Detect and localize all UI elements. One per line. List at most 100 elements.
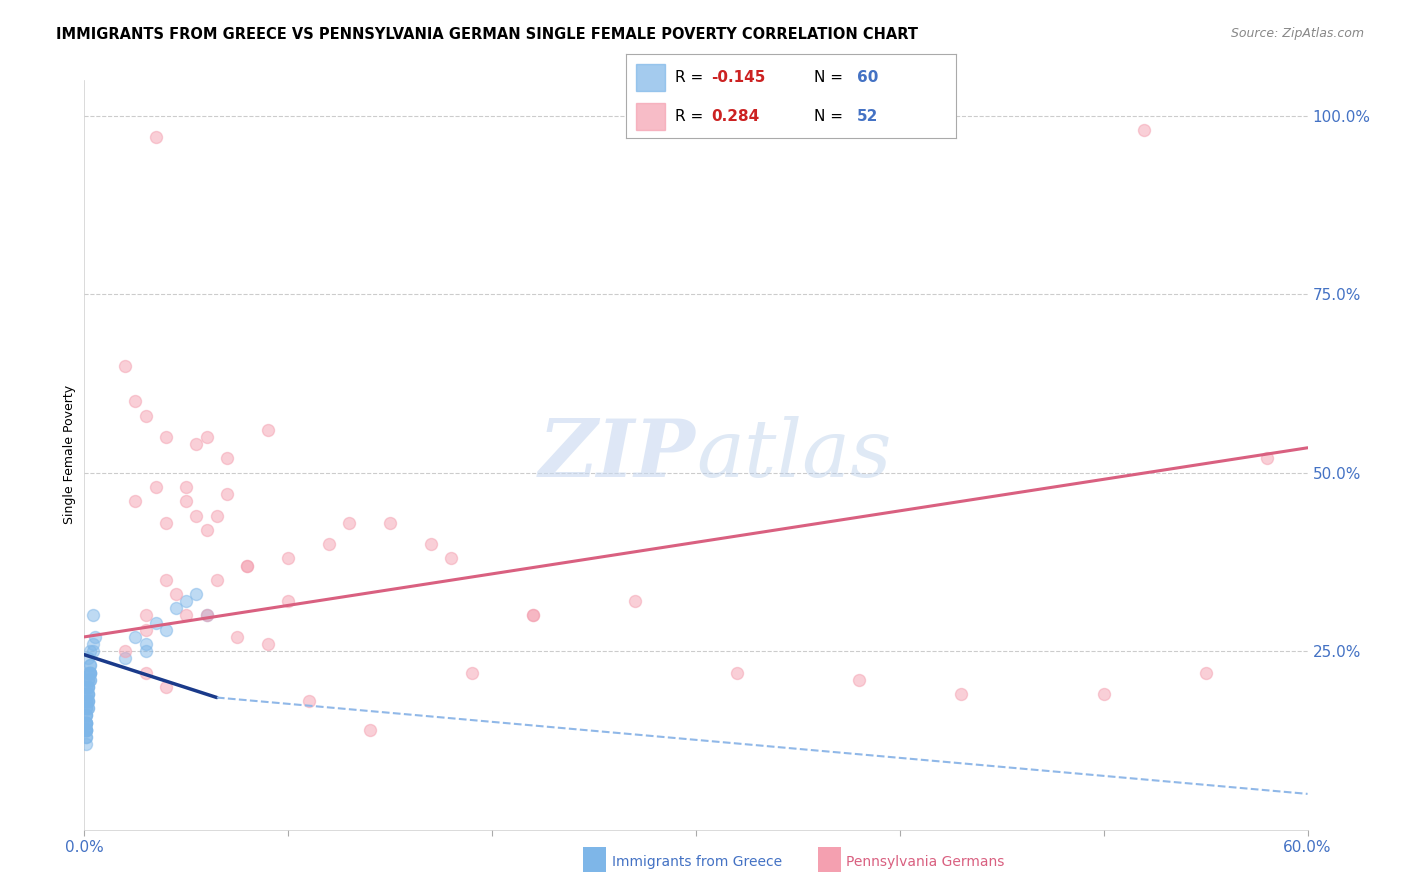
Point	[135, 644, 157, 658]
Point	[277, 551, 299, 566]
Point	[77, 687, 100, 701]
Point	[77, 665, 100, 680]
Point	[725, 665, 748, 680]
Point	[75, 687, 97, 701]
Text: N =: N =	[814, 70, 848, 85]
Point	[75, 737, 97, 751]
Point	[75, 694, 97, 708]
Point	[75, 723, 97, 737]
Point	[77, 694, 100, 708]
Point	[77, 694, 100, 708]
Point	[82, 637, 104, 651]
Point	[440, 551, 463, 566]
Point	[217, 487, 239, 501]
Y-axis label: Single Female Poverty: Single Female Poverty	[63, 385, 76, 524]
Point	[124, 394, 146, 409]
Text: R =: R =	[675, 109, 709, 124]
Point	[420, 537, 443, 551]
Point	[77, 651, 100, 665]
Point	[82, 644, 104, 658]
Point	[155, 430, 177, 444]
Point	[236, 558, 259, 573]
Point	[75, 730, 97, 744]
Point	[135, 623, 157, 637]
Point	[277, 594, 299, 608]
Text: 52: 52	[856, 109, 879, 124]
Point	[155, 680, 177, 694]
Point	[135, 665, 157, 680]
Point	[135, 637, 157, 651]
Point	[461, 665, 484, 680]
Point	[145, 480, 167, 494]
Point	[114, 359, 136, 373]
Point	[174, 480, 197, 494]
Point	[339, 516, 361, 530]
Point	[522, 608, 544, 623]
Point	[77, 680, 100, 694]
Point	[75, 723, 97, 737]
Point	[174, 594, 197, 608]
Point	[145, 615, 167, 630]
Point	[155, 573, 177, 587]
Point	[522, 608, 544, 623]
Point	[82, 608, 104, 623]
Point	[1092, 687, 1115, 701]
Point	[359, 723, 381, 737]
Text: R =: R =	[675, 70, 709, 85]
Point	[236, 558, 259, 573]
Point	[174, 608, 197, 623]
Point	[75, 715, 97, 730]
Text: Immigrants from Greece: Immigrants from Greece	[612, 855, 782, 869]
Point	[186, 587, 208, 601]
Point	[77, 687, 100, 701]
Point	[257, 423, 280, 437]
Text: 60: 60	[856, 70, 879, 85]
Point	[257, 637, 280, 651]
Bar	[636, 63, 665, 91]
Point	[1133, 123, 1156, 137]
Point	[75, 715, 97, 730]
Point	[77, 680, 100, 694]
Text: atlas: atlas	[696, 417, 891, 493]
Point	[624, 594, 647, 608]
Point	[848, 673, 870, 687]
Point	[79, 673, 101, 687]
Point	[77, 673, 100, 687]
Point	[77, 687, 100, 701]
Point	[145, 130, 167, 145]
Point	[75, 701, 97, 715]
Point	[83, 630, 105, 644]
Point	[77, 694, 100, 708]
Point	[77, 673, 100, 687]
Point	[75, 680, 97, 694]
Point	[114, 644, 136, 658]
Point	[195, 523, 218, 537]
Point	[226, 630, 249, 644]
Text: Source: ZipAtlas.com: Source: ZipAtlas.com	[1230, 27, 1364, 40]
Point	[75, 723, 97, 737]
Point	[165, 587, 187, 601]
Point	[75, 715, 97, 730]
Point	[79, 665, 101, 680]
Point	[1195, 665, 1218, 680]
Point	[77, 680, 100, 694]
Point	[155, 516, 177, 530]
Point	[75, 694, 97, 708]
Point	[380, 516, 402, 530]
Text: -0.145: -0.145	[711, 70, 766, 85]
Point	[79, 658, 101, 673]
Point	[124, 630, 146, 644]
Point	[79, 665, 101, 680]
Point	[950, 687, 973, 701]
Point	[75, 723, 97, 737]
Point	[205, 573, 228, 587]
Point	[75, 715, 97, 730]
Point	[75, 708, 97, 723]
Point	[1256, 451, 1278, 466]
Point	[77, 701, 100, 715]
Text: 0.284: 0.284	[711, 109, 759, 124]
Point	[135, 409, 157, 423]
Bar	[636, 103, 665, 130]
Point	[217, 451, 239, 466]
Point	[75, 715, 97, 730]
